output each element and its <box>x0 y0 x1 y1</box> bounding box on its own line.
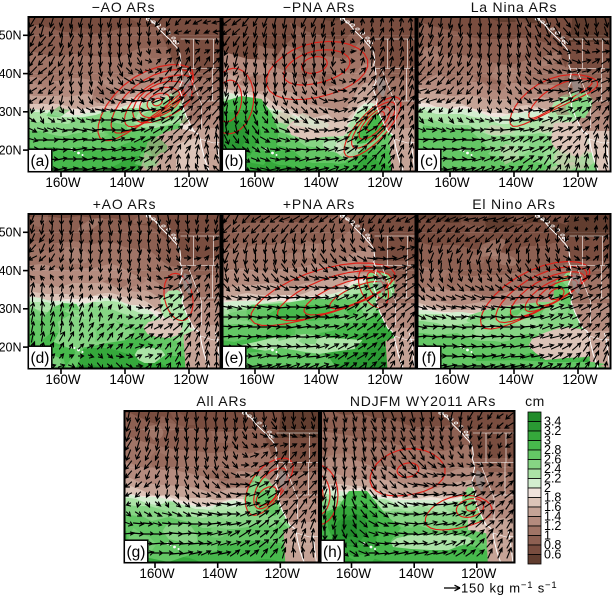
svg-text:120W: 120W <box>265 566 301 581</box>
svg-text:140W: 140W <box>303 372 339 387</box>
svg-text:160W: 160W <box>239 175 275 190</box>
svg-text:El Nino ARs: El Nino ARs <box>472 196 556 212</box>
svg-text:140W: 140W <box>109 175 145 190</box>
svg-text:120W: 120W <box>461 566 497 581</box>
svg-text:−AO ARs: −AO ARs <box>92 0 156 15</box>
svg-text:140W: 140W <box>109 372 145 387</box>
svg-text:120W: 120W <box>367 175 403 190</box>
svg-text:160W: 160W <box>139 566 175 581</box>
svg-text:20N: 20N <box>0 340 22 354</box>
svg-text:140W: 140W <box>202 566 238 581</box>
svg-text:+AO ARs: +AO ARs <box>93 196 157 212</box>
svg-text:3.4: 3.4 <box>544 415 561 429</box>
svg-text:(h): (h) <box>323 544 342 561</box>
svg-text:1.4: 1.4 <box>544 510 561 524</box>
svg-text:120W: 120W <box>562 175 598 190</box>
svg-text:(d): (d) <box>31 350 50 367</box>
svg-text:1.2: 1.2 <box>544 519 561 533</box>
svg-text:2.4: 2.4 <box>544 462 561 476</box>
svg-text:40N: 40N <box>0 67 22 81</box>
svg-text:160W: 160W <box>45 372 81 387</box>
svg-text:2: 2 <box>544 481 551 495</box>
svg-text:(b): (b) <box>225 153 244 170</box>
svg-text:1.8: 1.8 <box>544 491 561 505</box>
svg-text:50N: 50N <box>0 226 22 240</box>
svg-text:cm: cm <box>525 393 545 409</box>
svg-text:1.6: 1.6 <box>544 500 561 514</box>
svg-text:2.6: 2.6 <box>544 453 561 467</box>
svg-text:0.8: 0.8 <box>544 538 561 552</box>
svg-text:120W: 120W <box>173 372 209 387</box>
svg-text:140W: 140W <box>498 372 534 387</box>
svg-text:2.8: 2.8 <box>544 443 561 457</box>
svg-text:120W: 120W <box>367 372 403 387</box>
svg-text:−PNA ARs: −PNA ARs <box>283 0 355 15</box>
svg-text:30N: 30N <box>0 302 22 316</box>
svg-text:0.6: 0.6 <box>544 548 561 562</box>
svg-text:160W: 160W <box>434 372 470 387</box>
svg-text:50N: 50N <box>0 29 22 43</box>
svg-text:160W: 160W <box>239 372 275 387</box>
svg-text:+PNA ARs: +PNA ARs <box>283 196 355 212</box>
svg-text:2.2: 2.2 <box>544 472 561 486</box>
svg-text:20N: 20N <box>0 143 22 157</box>
svg-text:All ARs: All ARs <box>196 393 247 409</box>
svg-text:140W: 140W <box>303 175 339 190</box>
svg-text:(e): (e) <box>225 350 244 367</box>
svg-text:(a): (a) <box>31 153 50 170</box>
svg-text:140W: 140W <box>498 175 534 190</box>
svg-text:(c): (c) <box>420 153 438 170</box>
svg-text:40N: 40N <box>0 264 22 278</box>
svg-text:160W: 160W <box>45 175 81 190</box>
svg-text:(f): (f) <box>422 350 437 367</box>
svg-text:30N: 30N <box>0 105 22 119</box>
svg-text:3: 3 <box>544 434 551 448</box>
svg-text:150 kg m−1 s−1: 150 kg m−1 s−1 <box>461 580 557 596</box>
svg-text:(g): (g) <box>127 544 146 561</box>
svg-text:120W: 120W <box>173 175 209 190</box>
svg-text:120W: 120W <box>562 372 598 387</box>
svg-text:1: 1 <box>544 529 551 543</box>
svg-text:160W: 160W <box>434 175 470 190</box>
svg-text:NDJFM WY2011 ARs: NDJFM WY2011 ARs <box>350 393 496 409</box>
svg-text:140W: 140W <box>399 566 435 581</box>
svg-text:La Nina ARs: La Nina ARs <box>471 0 558 15</box>
svg-text:160W: 160W <box>336 566 372 581</box>
svg-text:3.2: 3.2 <box>544 424 561 438</box>
